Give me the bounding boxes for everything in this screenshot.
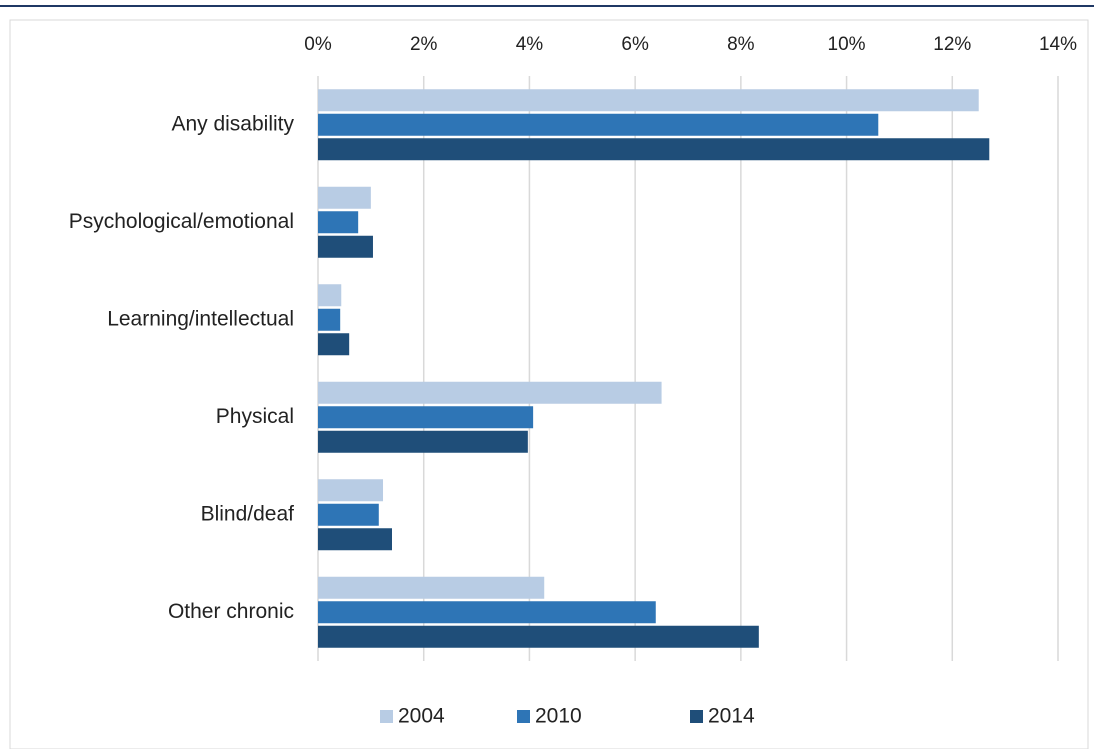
bar	[318, 308, 341, 331]
bar	[318, 138, 990, 161]
bar	[318, 284, 342, 307]
x-tick-label: 14%	[1039, 34, 1077, 55]
x-tick-label: 2%	[410, 34, 438, 55]
chart-frame	[9, 19, 1089, 749]
bar	[318, 601, 656, 624]
x-tick-label: 10%	[828, 34, 866, 55]
y-tick-label: Physical	[216, 405, 294, 428]
bar	[318, 625, 759, 648]
bar	[318, 211, 359, 234]
x-tick-label: 0%	[304, 34, 332, 55]
x-tick-label: 12%	[933, 34, 971, 55]
x-tick-label: 6%	[621, 34, 649, 55]
y-tick-label: Blind/deaf	[201, 502, 295, 525]
bar	[318, 381, 662, 404]
bar	[318, 235, 373, 258]
x-tick-label: 8%	[727, 34, 755, 55]
bar	[318, 113, 879, 136]
x-tick-label: 4%	[516, 34, 544, 55]
bar	[318, 430, 528, 453]
bar	[318, 406, 534, 429]
legend-swatch	[380, 710, 393, 723]
y-tick-label: Any disability	[171, 112, 294, 135]
y-tick-label: Other chronic	[168, 600, 294, 623]
legend-label: 2010	[535, 705, 582, 728]
bar	[318, 89, 979, 112]
bar	[318, 479, 384, 502]
y-tick-label: Learning/intellectual	[107, 307, 294, 330]
bar	[318, 576, 545, 599]
bar	[318, 186, 371, 209]
bar	[318, 528, 392, 551]
bar	[318, 333, 350, 356]
legend-label: 2014	[708, 705, 755, 728]
y-tick-label: Psychological/emotional	[69, 210, 294, 233]
legend-label: 2004	[398, 705, 445, 728]
legend-swatch	[690, 710, 703, 723]
legend-swatch	[517, 710, 530, 723]
bar	[318, 503, 379, 526]
